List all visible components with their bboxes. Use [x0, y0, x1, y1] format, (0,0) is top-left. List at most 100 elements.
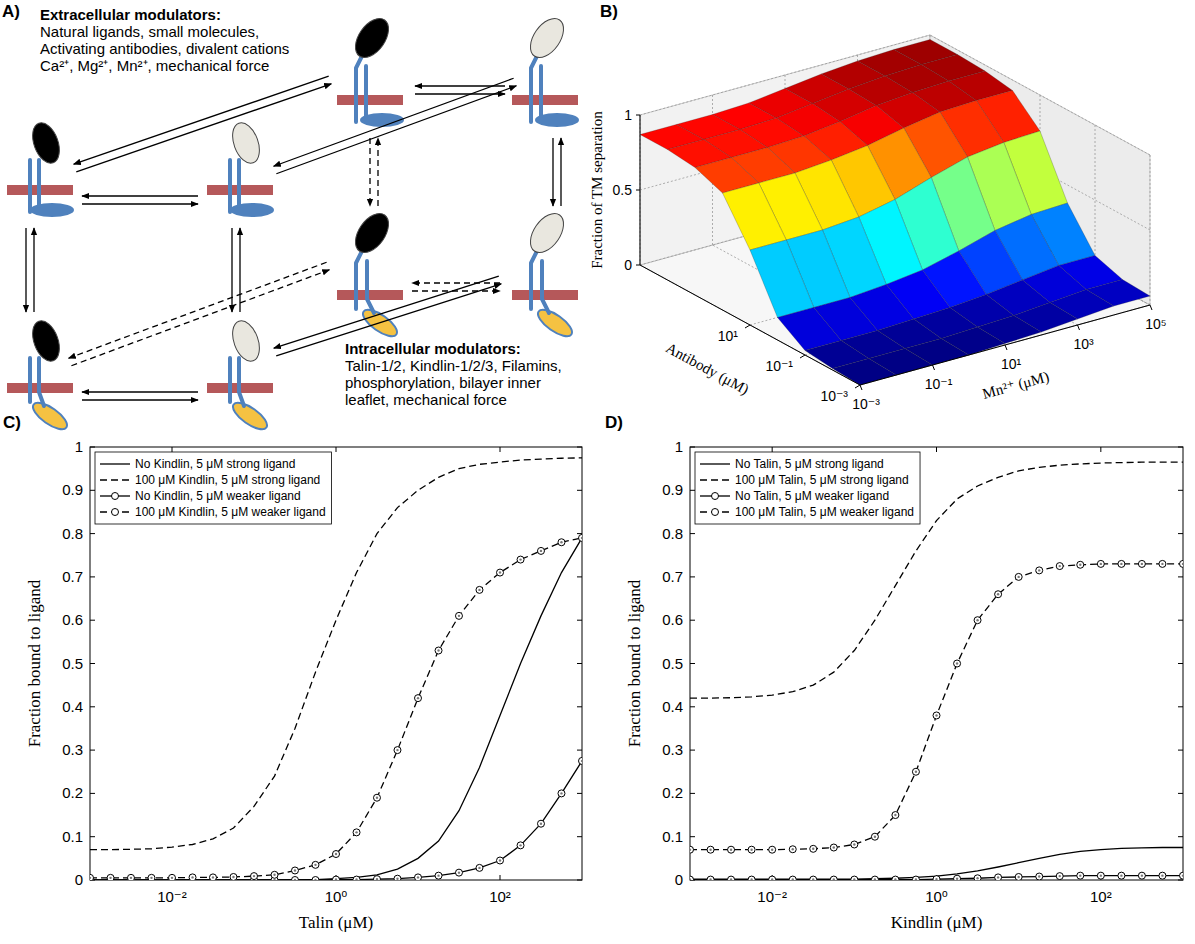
- marker-dot: [771, 878, 773, 880]
- series-marker: [1097, 560, 1104, 567]
- series-marker: [892, 876, 899, 880]
- transition-arrow: [82, 195, 198, 196]
- marker-dot: [1017, 576, 1019, 578]
- tick-label: 0.1: [62, 828, 83, 845]
- integrin-leg: [364, 66, 368, 116]
- tick: [690, 620, 695, 621]
- series-marker: [435, 647, 442, 654]
- tick-label: 0.4: [662, 698, 683, 715]
- series-marker: [312, 877, 319, 881]
- series-marker: [789, 846, 796, 853]
- figure-svg: A)B)10⁻³10⁻¹10¹10⁻³10⁻¹10¹10³10⁵00.51Ant…: [0, 0, 1195, 944]
- tick-label: 1: [75, 438, 83, 455]
- legend-sample: [100, 463, 130, 464]
- marker-dot: [294, 879, 296, 880]
- marker-dot: [709, 848, 711, 850]
- series-marker: [291, 867, 298, 874]
- legend-sample: [700, 479, 730, 480]
- marker-dot: [150, 877, 152, 879]
- integrin-leg: [228, 160, 232, 212]
- tick: [690, 836, 695, 837]
- tick: [577, 490, 582, 491]
- panel-label: D): [605, 413, 623, 432]
- series-marker: [1118, 872, 1125, 879]
- tick: [860, 385, 862, 390]
- legend-marker: [112, 493, 119, 500]
- marker-dot: [294, 869, 296, 871]
- marker-dot: [1161, 563, 1163, 565]
- marker-dot: [232, 876, 234, 878]
- integrin-leg: [228, 358, 232, 402]
- transition-arrow: [25, 228, 26, 312]
- note-text: Talin-1/2, Kindlin-1/2/3, Filamins, phos…: [345, 357, 562, 408]
- series-marker: [1015, 873, 1022, 880]
- marker-dot: [90, 877, 91, 879]
- series-marker: [851, 841, 858, 848]
- marker-dot: [853, 878, 855, 880]
- marker-dot: [540, 823, 542, 825]
- marker-dot: [1161, 874, 1163, 876]
- plot-frame: [690, 447, 1183, 880]
- tick: [933, 365, 935, 370]
- axis-title: Antibody (μM): [663, 340, 752, 399]
- legend: No Kindlin, 5 μM strong ligand100 μM Kin…: [95, 452, 332, 524]
- surface-cell: [750, 240, 814, 318]
- tick: [90, 663, 95, 664]
- series-marker: [1056, 563, 1063, 570]
- series-line: [90, 761, 582, 880]
- series-marker: [169, 874, 176, 880]
- marker-dot: [976, 619, 978, 621]
- tick-label: 10⁰: [325, 888, 348, 905]
- marker-dot: [750, 848, 752, 850]
- marker-dot: [437, 874, 439, 876]
- tick-label: 0.3: [62, 741, 83, 758]
- transition-arrow: [412, 282, 500, 283]
- transition-arrow: [82, 399, 198, 400]
- tick: [90, 490, 95, 491]
- tick: [577, 663, 582, 664]
- series-line: [690, 848, 1183, 880]
- series-marker: [1180, 560, 1184, 567]
- tick-label: 0.3: [662, 741, 683, 758]
- marker-dot: [730, 878, 732, 880]
- marker-dot: [812, 878, 814, 880]
- series-marker: [333, 851, 340, 858]
- surface: [640, 40, 1150, 386]
- marker-dot: [519, 844, 521, 846]
- series-marker: [1159, 872, 1166, 879]
- tick-label: 10⁻³: [852, 396, 880, 412]
- marker-dot: [499, 859, 501, 861]
- tick: [636, 115, 640, 116]
- integrin-state: [512, 13, 579, 127]
- tick-label: 10³: [1073, 336, 1094, 352]
- series-marker: [933, 876, 940, 880]
- line-chart: D)00.10.20.30.40.50.60.70.80.9110⁻²10⁰10…: [605, 413, 1187, 932]
- series-marker: [415, 695, 422, 702]
- series-marker: [810, 876, 817, 880]
- legend: No Talin, 5 μM strong ligand100 μM Talin…: [695, 452, 920, 524]
- integrin-leg: [239, 358, 244, 406]
- series-marker: [912, 876, 919, 880]
- series-marker: [892, 812, 899, 819]
- marker-dot: [874, 878, 876, 880]
- tick: [90, 793, 95, 794]
- series-marker: [394, 747, 401, 754]
- series-marker: [497, 569, 504, 576]
- marker-dot: [581, 537, 582, 539]
- tick-label: 10⁵: [1145, 316, 1166, 332]
- tick-label: 10⁻³: [820, 388, 848, 404]
- transition-arrow: [33, 228, 34, 312]
- transition-arrow: [560, 138, 561, 206]
- tick-label: 0.1: [662, 828, 683, 845]
- tick: [690, 576, 695, 577]
- tick-label: 10⁰: [925, 888, 948, 905]
- legend-sample: [700, 463, 730, 464]
- legend-label: 100 μM Kindlin, 5 μM strong ligand: [135, 473, 320, 487]
- series-marker: [974, 875, 981, 880]
- marker-dot: [314, 864, 316, 866]
- series-marker: [537, 547, 544, 554]
- tick-label: 10⁻¹: [765, 358, 793, 374]
- series-marker: [851, 876, 858, 880]
- tick: [1178, 533, 1183, 534]
- transition-arrow: [274, 276, 499, 348]
